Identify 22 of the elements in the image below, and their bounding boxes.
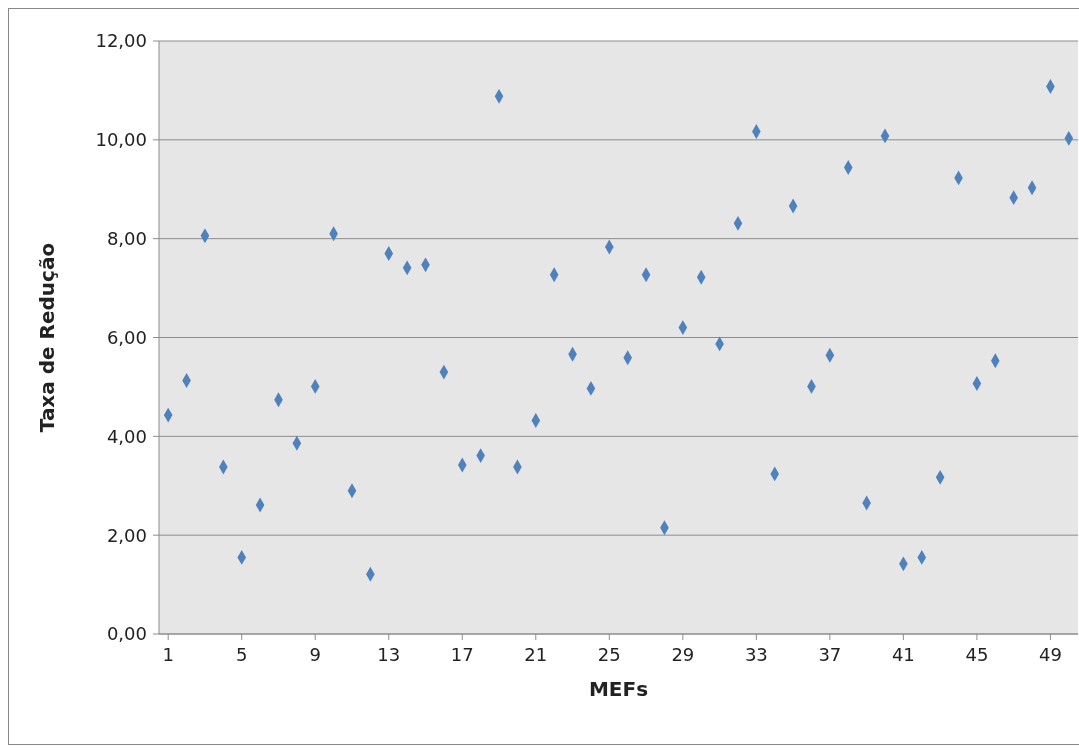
y-tick-label: 4,00 bbox=[106, 425, 147, 447]
x-tick-label: 13 bbox=[377, 643, 401, 665]
x-tick-label: 45 bbox=[965, 643, 989, 665]
x-tick-label: 9 bbox=[309, 643, 321, 665]
y-tick-label: 6,00 bbox=[106, 326, 147, 348]
x-tick-label: 1 bbox=[162, 643, 174, 665]
x-tick-label: 41 bbox=[891, 643, 915, 665]
y-tick-label: 10,00 bbox=[95, 129, 147, 151]
x-tick-label: 17 bbox=[450, 643, 474, 665]
x-tick-label: 5 bbox=[235, 643, 248, 665]
x-axis-title: MEFs bbox=[588, 677, 649, 701]
x-tick-label: 25 bbox=[597, 643, 621, 665]
y-tick-label: 0,00 bbox=[106, 623, 147, 645]
x-tick-label: 29 bbox=[671, 643, 695, 665]
y-tick-label: 2,00 bbox=[106, 524, 147, 546]
x-tick-label: 37 bbox=[818, 643, 842, 665]
y-tick-label: 12,00 bbox=[95, 30, 147, 52]
y-tick-label: 8,00 bbox=[106, 228, 147, 250]
x-tick-label: 21 bbox=[524, 643, 548, 665]
x-tick-label: 33 bbox=[744, 643, 768, 665]
x-tick-label: 49 bbox=[1038, 643, 1062, 665]
y-axis-title: Taxa de Redução bbox=[35, 242, 60, 433]
